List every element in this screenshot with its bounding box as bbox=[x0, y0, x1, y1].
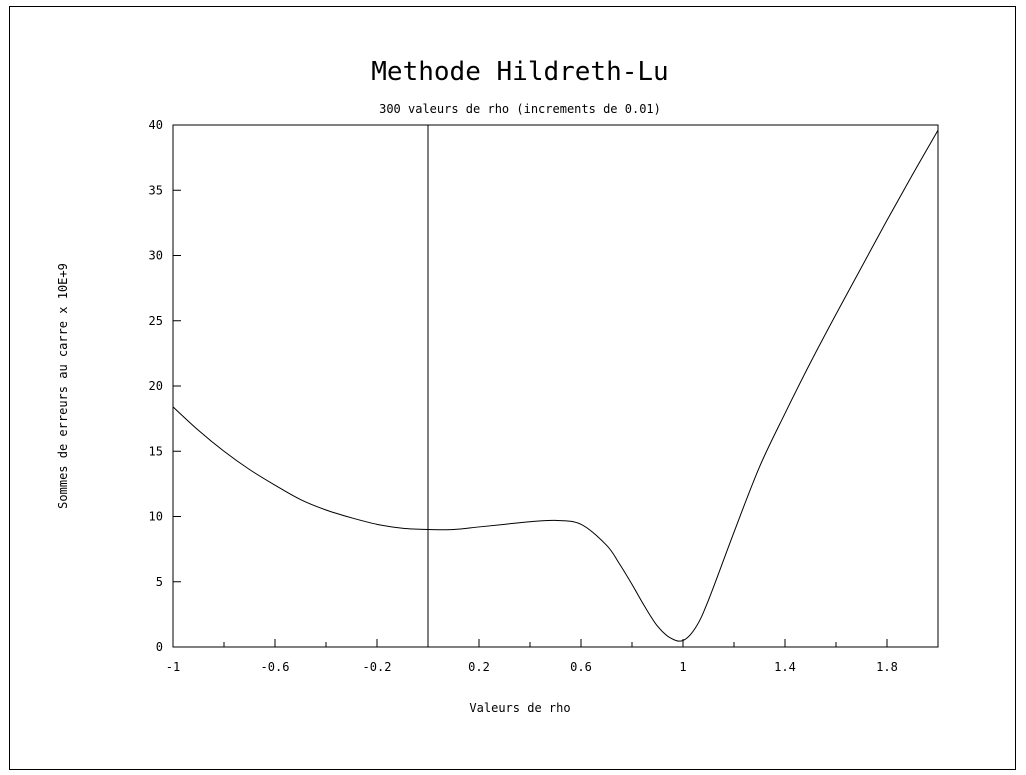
y-axis: 0 5 10 15 20 25 30 35 40 bbox=[149, 118, 181, 654]
y-tick-label: 20 bbox=[149, 379, 163, 393]
x-axis-label: Valeurs de rho bbox=[469, 701, 570, 715]
chart-title: Methode Hildreth-Lu bbox=[371, 57, 668, 87]
x-tick-label: 1.4 bbox=[774, 660, 796, 674]
x-tick-label: -0.6 bbox=[261, 660, 290, 674]
y-tick-label: 30 bbox=[149, 249, 163, 263]
y-tick-label: 5 bbox=[156, 575, 163, 589]
series-line bbox=[172, 129, 939, 642]
chart-subtitle: 300 valeurs de rho (increments de 0.01) bbox=[379, 102, 661, 116]
x-tick-label: 0.2 bbox=[468, 660, 490, 674]
y-tick-label: 10 bbox=[149, 510, 163, 524]
plot-area bbox=[172, 124, 939, 648]
y-tick-label: 25 bbox=[149, 314, 163, 328]
x-tick-label: -1 bbox=[166, 660, 180, 674]
y-axis-label: Sommes de erreurs au carre x 10E+9 bbox=[56, 263, 70, 509]
x-tick-label: 0.6 bbox=[570, 660, 592, 674]
x-tick-label: 1 bbox=[679, 660, 686, 674]
y-tick-label: 35 bbox=[149, 183, 163, 197]
y-tick-label: 0 bbox=[156, 640, 163, 654]
x-tick-label: 1.8 bbox=[876, 660, 898, 674]
x-tick-label: -0.2 bbox=[363, 660, 392, 674]
figure-frame bbox=[9, 6, 1016, 770]
y-tick-label: 15 bbox=[149, 444, 163, 458]
x-axis: -1 -0.6 -0.2 0.2 0.6 1 1.4 1.8 bbox=[166, 639, 898, 674]
y-tick-label: 40 bbox=[149, 118, 163, 132]
